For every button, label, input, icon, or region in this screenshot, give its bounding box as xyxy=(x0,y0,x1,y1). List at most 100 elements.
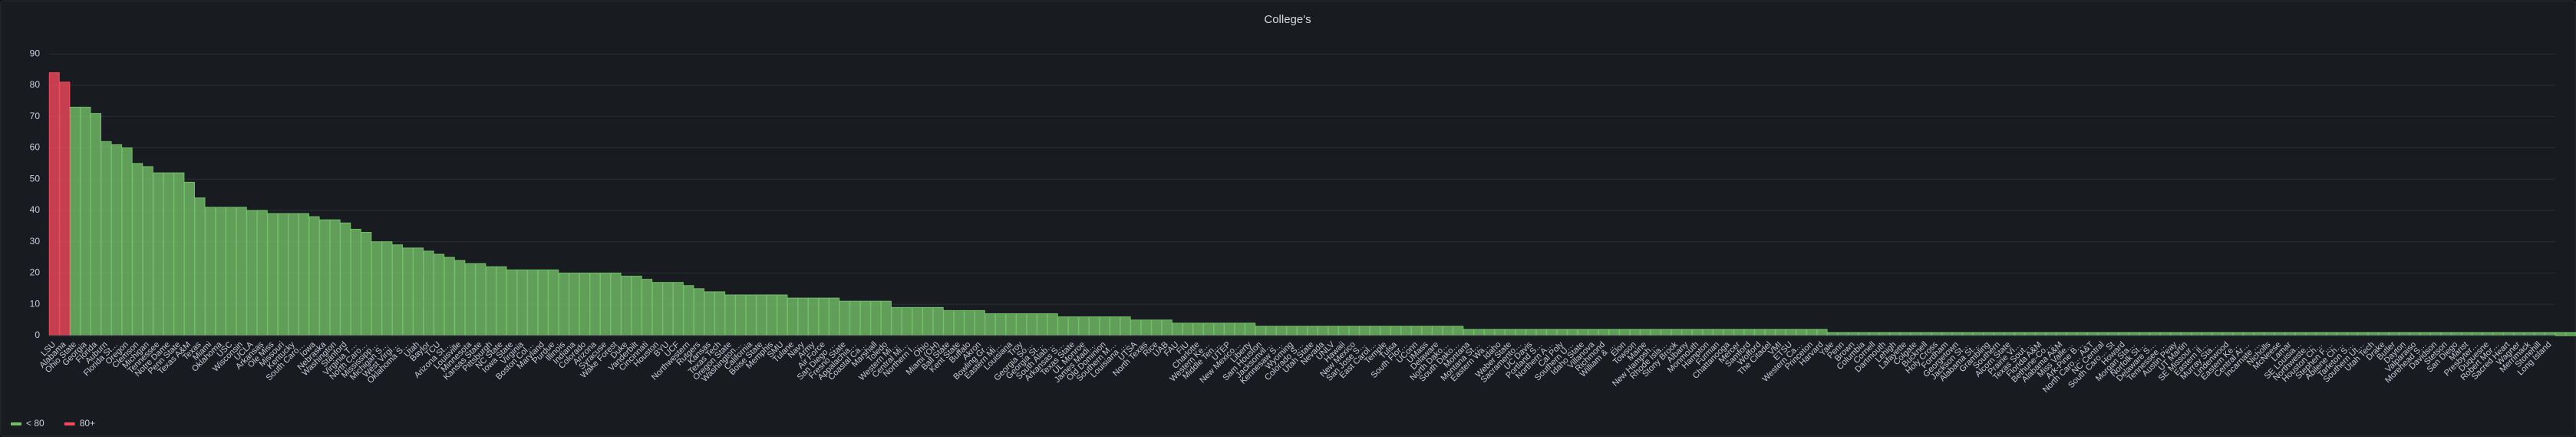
bar xyxy=(1598,329,1610,336)
bar xyxy=(1328,326,1339,336)
bar xyxy=(2180,332,2192,336)
bar xyxy=(2004,332,2015,336)
bar xyxy=(80,107,91,336)
bar xyxy=(724,294,736,336)
bar xyxy=(59,81,71,336)
bar xyxy=(1453,326,1464,336)
bar xyxy=(2513,332,2525,336)
bar xyxy=(506,269,518,336)
bar xyxy=(2305,332,2317,336)
bar xyxy=(859,300,871,336)
bar xyxy=(2388,332,2400,336)
bar xyxy=(2139,332,2150,336)
bar xyxy=(1556,329,1568,336)
bar xyxy=(1608,329,1620,336)
bar xyxy=(891,306,902,336)
bar xyxy=(818,297,830,336)
bar xyxy=(298,213,310,336)
bar xyxy=(2118,332,2129,336)
bar xyxy=(1203,323,1215,336)
bar xyxy=(2212,332,2223,336)
bar xyxy=(1900,332,1911,336)
bar xyxy=(1411,326,1423,336)
bar xyxy=(423,250,434,336)
bar xyxy=(2399,332,2410,336)
bar xyxy=(391,244,403,336)
bar xyxy=(1796,329,1807,336)
bar xyxy=(558,272,569,336)
bar xyxy=(2108,332,2119,336)
bar xyxy=(2056,332,2067,336)
bar xyxy=(308,216,320,336)
bar xyxy=(756,294,767,336)
bar xyxy=(548,269,559,336)
bar xyxy=(1619,329,1631,336)
bar xyxy=(1463,329,1474,336)
bar xyxy=(2337,332,2348,336)
bar xyxy=(1775,329,1786,336)
bar xyxy=(434,253,445,336)
legend-swatch xyxy=(11,422,21,425)
bar xyxy=(2191,332,2202,336)
bar xyxy=(1546,329,1558,336)
bar xyxy=(974,310,985,336)
bar xyxy=(994,313,1007,336)
bar xyxy=(267,213,279,336)
bar xyxy=(527,269,539,336)
bar xyxy=(714,291,726,336)
bar xyxy=(672,282,684,336)
bar xyxy=(183,181,195,336)
bar xyxy=(1338,326,1350,336)
bar xyxy=(912,306,923,336)
bar xyxy=(2097,332,2109,336)
bar xyxy=(485,266,496,336)
bar xyxy=(1827,332,1839,336)
bar xyxy=(2274,332,2285,336)
bar xyxy=(2159,332,2171,336)
bar xyxy=(464,263,476,336)
bar xyxy=(829,297,840,336)
bar xyxy=(121,147,133,336)
bar xyxy=(1442,326,1453,336)
bar xyxy=(1140,319,1152,336)
bar xyxy=(1483,329,1495,336)
y-tick-label: 80 xyxy=(30,79,41,90)
bar xyxy=(1889,332,1901,336)
bar xyxy=(683,285,694,336)
bar xyxy=(2014,332,2026,336)
y-tick-label: 20 xyxy=(30,267,41,278)
bar xyxy=(340,222,351,336)
bar xyxy=(1172,323,1183,336)
bar xyxy=(2316,332,2327,336)
bar xyxy=(2367,332,2379,336)
bar xyxy=(1837,332,1849,336)
bar xyxy=(1120,316,1131,336)
bar xyxy=(953,310,965,336)
bar xyxy=(163,172,174,336)
bar xyxy=(1318,326,1329,336)
bar xyxy=(1785,329,1796,336)
bar xyxy=(1671,329,1682,336)
bar xyxy=(1421,326,1433,336)
bar xyxy=(2170,332,2182,336)
bar xyxy=(651,282,663,336)
bar xyxy=(1400,326,1412,336)
chart-title: College's xyxy=(1264,13,1311,26)
bar xyxy=(777,294,788,336)
bar xyxy=(371,241,382,336)
bar xyxy=(246,210,258,336)
bar xyxy=(2232,332,2244,336)
bar xyxy=(2545,332,2556,336)
bar xyxy=(2409,332,2421,336)
bar xyxy=(1848,332,1859,336)
bar xyxy=(1858,332,1869,336)
bar xyxy=(2492,332,2504,336)
bar xyxy=(413,247,424,336)
bar xyxy=(1661,329,1672,336)
bar xyxy=(621,276,632,336)
bar xyxy=(1535,329,1547,336)
bar xyxy=(1816,329,1828,336)
bar xyxy=(1681,329,1693,336)
